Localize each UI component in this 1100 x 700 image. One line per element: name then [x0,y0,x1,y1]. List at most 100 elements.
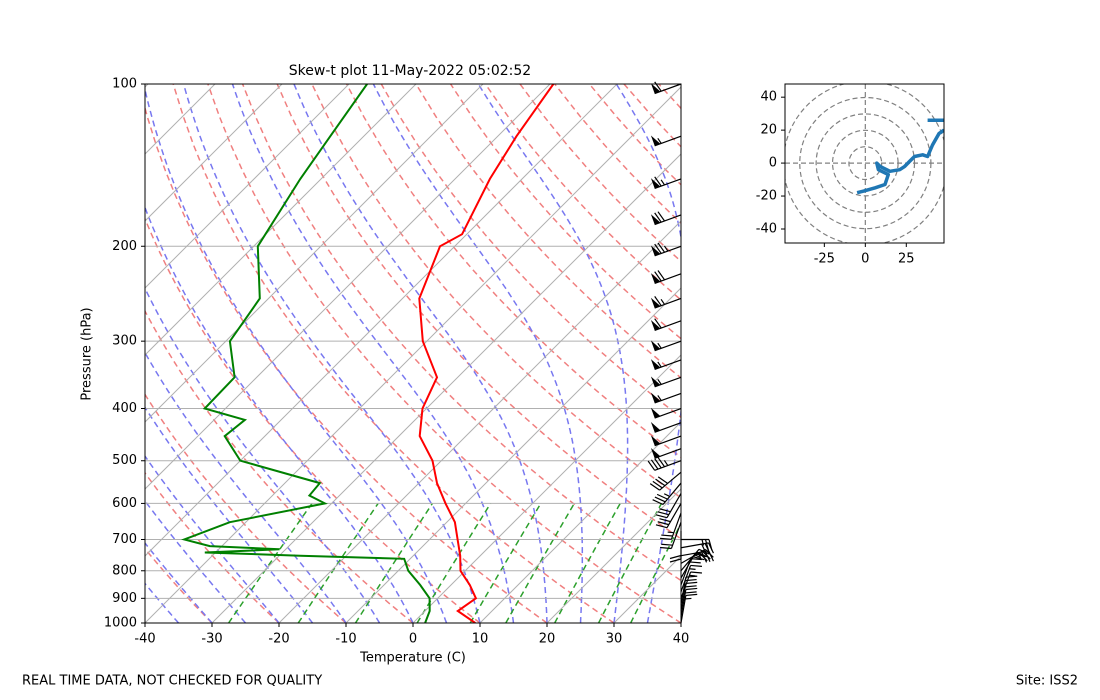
x-tick-label: -30 [201,632,222,647]
barb-half-feather [657,378,662,385]
barb-pennant [650,359,661,370]
moist-adiabat [293,84,548,623]
barb-half-feather [694,554,701,558]
barb-feather [694,553,707,558]
dry-adiabat [145,547,213,623]
barb-pennant [650,135,661,146]
wind-barb [655,503,682,529]
main-axes: -40 -30 -20 -10 0 10 20 30 40 100 200 300 400 500 600 7… [104,77,689,647]
wind-barb [680,558,702,586]
isotherm [145,84,551,490]
barb-staff [680,595,687,624]
barb-half-feather [657,361,662,368]
hodograph-plot [785,84,944,243]
barb-half-feather [660,179,666,186]
wind-barb [650,340,682,352]
mixing-ratio-line [227,502,313,623]
barb-feather [708,550,714,562]
barb-feather [685,585,697,588]
barb-half-feather [657,342,662,349]
barb-feather [657,242,666,253]
barb-pennant [650,392,661,403]
barb-half-feather [667,531,674,534]
barb-staff [680,542,709,549]
dry-adiabat [345,84,681,459]
x-tick-label: 25 [898,252,915,267]
barb-feather [655,524,668,529]
site-label: Site: ISS2 [1016,674,1078,689]
dry-adiabat [172,84,615,623]
barb-feather [657,511,669,516]
barb-staff [666,503,682,528]
isotherm-grid-line [479,421,681,623]
barb-feather [656,493,668,500]
wind-barb [669,530,682,563]
barb-pennant [650,83,661,94]
wind-barb [650,421,682,433]
barb-pennant [650,376,661,387]
barb-feather [660,537,672,540]
dry-adiabat [484,84,681,301]
moist-adiabat [477,84,629,623]
barb-pennant [650,340,661,351]
wind-barb [650,242,682,257]
barb-pennant [650,214,661,225]
barb-feather [693,556,705,561]
dewpoint-line [181,84,431,623]
barb-feather [659,518,671,523]
wind-barb [650,135,682,147]
dry-adiabat [145,309,414,623]
moist-adiabat [145,205,414,623]
x-tick-label: -25 [814,252,835,267]
barb-feather [652,480,663,489]
barb-pennant [650,407,661,419]
barb-half-feather [657,137,662,144]
barb-half-feather [663,245,669,252]
isotherm-grid-line [345,287,681,623]
barb-feather [655,514,668,519]
barb-feather [698,548,710,555]
isotherm-grid-line [145,86,681,623]
wind-barb [680,581,698,612]
x-tick-label: 10 [472,632,489,647]
barb-feather [650,459,659,470]
wind-barb [650,407,682,419]
barb-pennant [650,273,661,284]
dry-adiabat [276,84,681,540]
main-data [181,84,555,623]
wind-barb [660,512,682,540]
barb-half-feather [689,568,696,570]
moist-adiabat [145,541,213,623]
wind-barb [680,575,698,605]
x-tick-label: -10 [335,632,356,647]
dry-adiabat [415,84,681,379]
barb-staff [654,460,682,471]
y-tick-label: 200 [112,239,137,254]
chart-title: Skew-t plot 11-May-2022 05:02:52 [289,63,531,79]
moist-adiabat [615,84,681,623]
barb-pennant [650,178,661,189]
plot-frame [784,83,945,244]
x-tick-label: 0 [409,632,417,647]
barb-feather [685,575,698,578]
wind-barb [660,521,682,550]
dry-adiabat [449,84,681,340]
wind-barb [650,270,682,284]
isotherm [0,84,81,623]
isotherm-grid-line [613,555,681,623]
barb-feather [685,587,698,591]
dry-adiabat [623,84,681,148]
y-tick-label: 900 [112,591,137,606]
barb-pennant [650,421,661,433]
isotherm [145,84,350,289]
barb-feather [654,296,662,307]
wind-barb [650,211,682,226]
hodograph-line [856,118,944,195]
barb-feather [685,591,697,594]
hodograph-axes: -25 0 25 -40 -20 0 20 40 [756,83,945,267]
y-tick-label: -20 [756,189,777,204]
barb-half-feather [657,395,662,401]
y-tick-label: 100 [112,77,137,92]
